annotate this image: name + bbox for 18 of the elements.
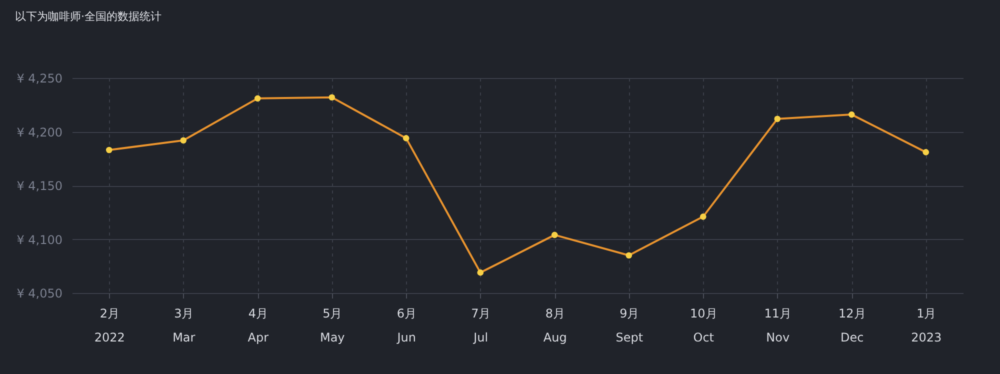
x-tick-label: 8月 Aug <box>543 306 567 344</box>
x-tick-label: 1月 2023 <box>911 306 942 344</box>
x-tick-label: 10月 Oct <box>690 306 718 344</box>
x-tick-label: 3月 Mar <box>172 306 196 344</box>
x-tick-label: 12月 Dec <box>838 306 866 344</box>
x-tick-label: 6月 Jun <box>396 306 416 344</box>
y-tick-label: ¥ 4,200 <box>16 125 62 140</box>
chart-title: 以下为咖啡师·全国的数据统计 <box>15 10 162 23</box>
x-tick-label: 5月 May <box>320 306 345 344</box>
y-tick-label: ¥ 4,150 <box>16 179 62 193</box>
x-tick-label: 11月 Nov <box>764 306 792 344</box>
y-tick-label: ¥ 4,100 <box>16 232 62 247</box>
y-tick-label: ¥ 4,050 <box>16 286 62 300</box>
y-tick-label: ¥ 4,250 <box>16 72 62 86</box>
x-tick-label: 2月 2022 <box>94 306 125 344</box>
x-tick-label: 9月 Sept <box>616 306 644 344</box>
x-tick-label: 4月 Apr <box>248 306 269 344</box>
x-tick-label: 7月 Jul <box>471 306 491 344</box>
